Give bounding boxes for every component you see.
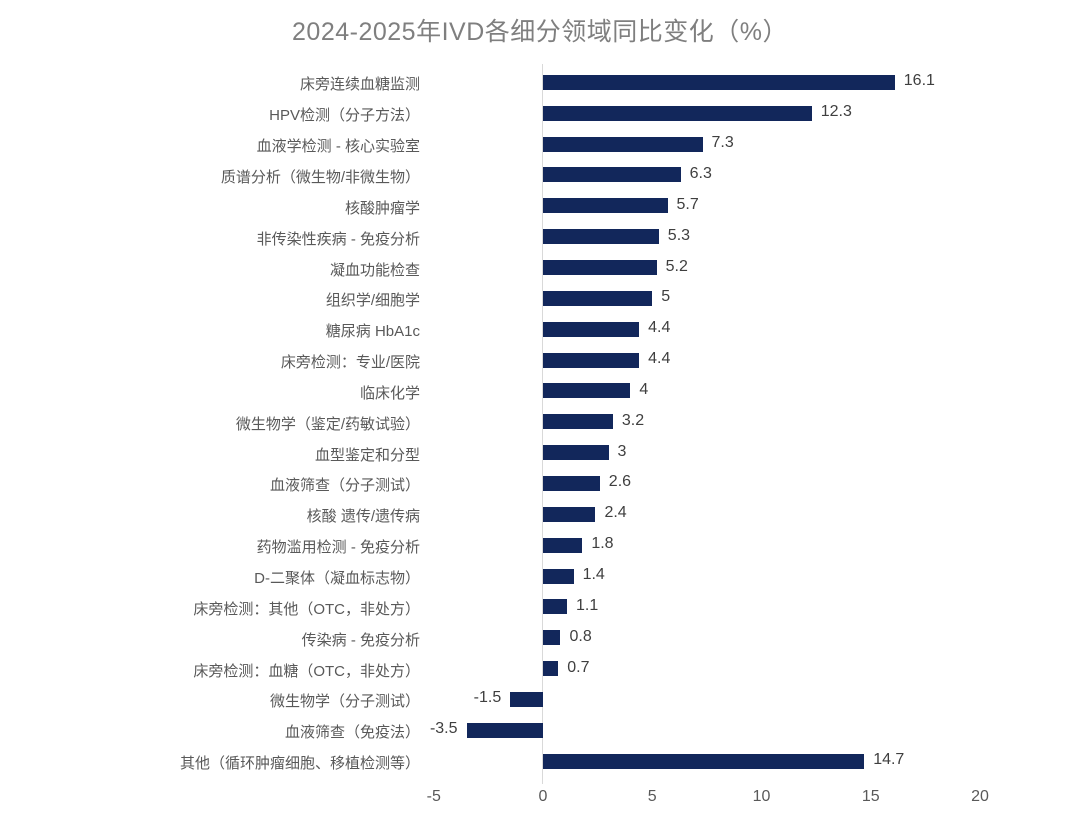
x-tick-label: 15 xyxy=(861,788,880,805)
value-label: 2.6 xyxy=(608,473,632,491)
value-label: 5.3 xyxy=(667,226,691,244)
bar xyxy=(543,661,559,677)
bar xyxy=(543,753,865,769)
bar xyxy=(543,105,812,121)
bar xyxy=(543,260,657,276)
value-label: 5.2 xyxy=(665,257,688,275)
value-label: 5.7 xyxy=(676,195,699,213)
bar xyxy=(543,599,568,615)
value-label: 1.8 xyxy=(591,535,614,553)
chart-title: 2024-2025年IVD各细分领域同比变化（%） xyxy=(292,18,788,46)
value-label: -3.5 xyxy=(429,720,458,738)
value-label: 1.1 xyxy=(576,596,599,614)
x-tick-label: 10 xyxy=(752,788,771,805)
bar xyxy=(543,414,613,430)
category-label: 药物滥用检测 - 免疫分析 xyxy=(256,539,420,557)
bar xyxy=(543,445,609,461)
bar xyxy=(510,691,543,707)
value-label: 2.4 xyxy=(604,504,627,522)
value-label: 4.4 xyxy=(648,319,671,337)
value-label: 0.7 xyxy=(567,658,590,676)
bar xyxy=(543,321,640,337)
value-label: 4 xyxy=(639,380,649,398)
value-label: 0.8 xyxy=(569,627,592,645)
category-label: 质谱分析（微生物/非微生物） xyxy=(220,168,420,186)
category-label: D-二聚体（凝血标志物） xyxy=(254,570,420,588)
category-label: 糖尿病 HbA1c xyxy=(325,323,420,341)
x-tick-label: 0 xyxy=(538,788,548,805)
bar xyxy=(543,537,583,553)
x-tick-label: -5 xyxy=(426,788,441,805)
category-label: 传染病 - 免疫分析 xyxy=(301,631,420,649)
value-label: 6.3 xyxy=(689,164,712,182)
category-label: 微生物学（分子测试） xyxy=(269,693,420,711)
zero-axis-line xyxy=(542,64,543,784)
bar xyxy=(543,506,596,522)
category-label: HPV检测（分子方法） xyxy=(269,107,420,125)
category-label: 血液筛查（免疫法） xyxy=(284,724,420,742)
category-label: 核酸 遗传/遗传病 xyxy=(306,508,420,526)
category-label: 床旁检测：专业/医院 xyxy=(280,354,420,372)
category-label: 床旁检测：血糖（OTC，非处方） xyxy=(193,662,420,680)
category-label: 凝血功能检查 xyxy=(329,261,420,279)
category-label: 临床化学 xyxy=(359,384,420,402)
value-label: 5 xyxy=(661,288,671,306)
value-label: 16.1 xyxy=(903,72,935,90)
category-label: 组织学/细胞学 xyxy=(325,292,420,310)
category-label: 其他（循环肿瘤细胞、移植检测等） xyxy=(179,755,420,773)
category-label: 血液筛查（分子测试） xyxy=(269,477,420,495)
bar xyxy=(543,383,631,399)
category-label: 非传染性疾病 - 免疫分析 xyxy=(256,230,420,248)
bar xyxy=(543,74,895,90)
bar xyxy=(543,136,703,152)
value-label: 7.3 xyxy=(711,134,734,152)
value-label: 3 xyxy=(617,442,627,460)
bar xyxy=(543,568,574,584)
bar xyxy=(543,630,561,646)
value-label: 3.2 xyxy=(621,411,645,429)
value-label: 4.4 xyxy=(648,350,671,368)
bar xyxy=(543,229,659,245)
bar xyxy=(543,198,668,214)
x-tick-label: 20 xyxy=(971,788,989,805)
category-label: 血型鉴定和分型 xyxy=(314,446,420,464)
category-label: 床旁连续血糖监测 xyxy=(299,76,420,94)
value-label: 12.3 xyxy=(820,103,852,121)
category-label: 血液学检测 - 核心实验室 xyxy=(256,138,420,156)
bar xyxy=(543,475,600,491)
bar xyxy=(543,352,640,368)
category-label: 核酸肿瘤学 xyxy=(344,199,420,217)
category-label: 微生物学（鉴定/药敏试验） xyxy=(235,415,420,433)
bar xyxy=(466,722,543,738)
x-tick-label: 5 xyxy=(647,788,657,805)
value-label: 1.4 xyxy=(582,566,605,584)
category-label: 床旁检测：其他（OTC，非处方） xyxy=(193,600,420,618)
value-label: 14.7 xyxy=(873,751,905,769)
value-label: -1.5 xyxy=(473,689,502,707)
bar xyxy=(543,290,653,306)
bar xyxy=(543,167,681,183)
